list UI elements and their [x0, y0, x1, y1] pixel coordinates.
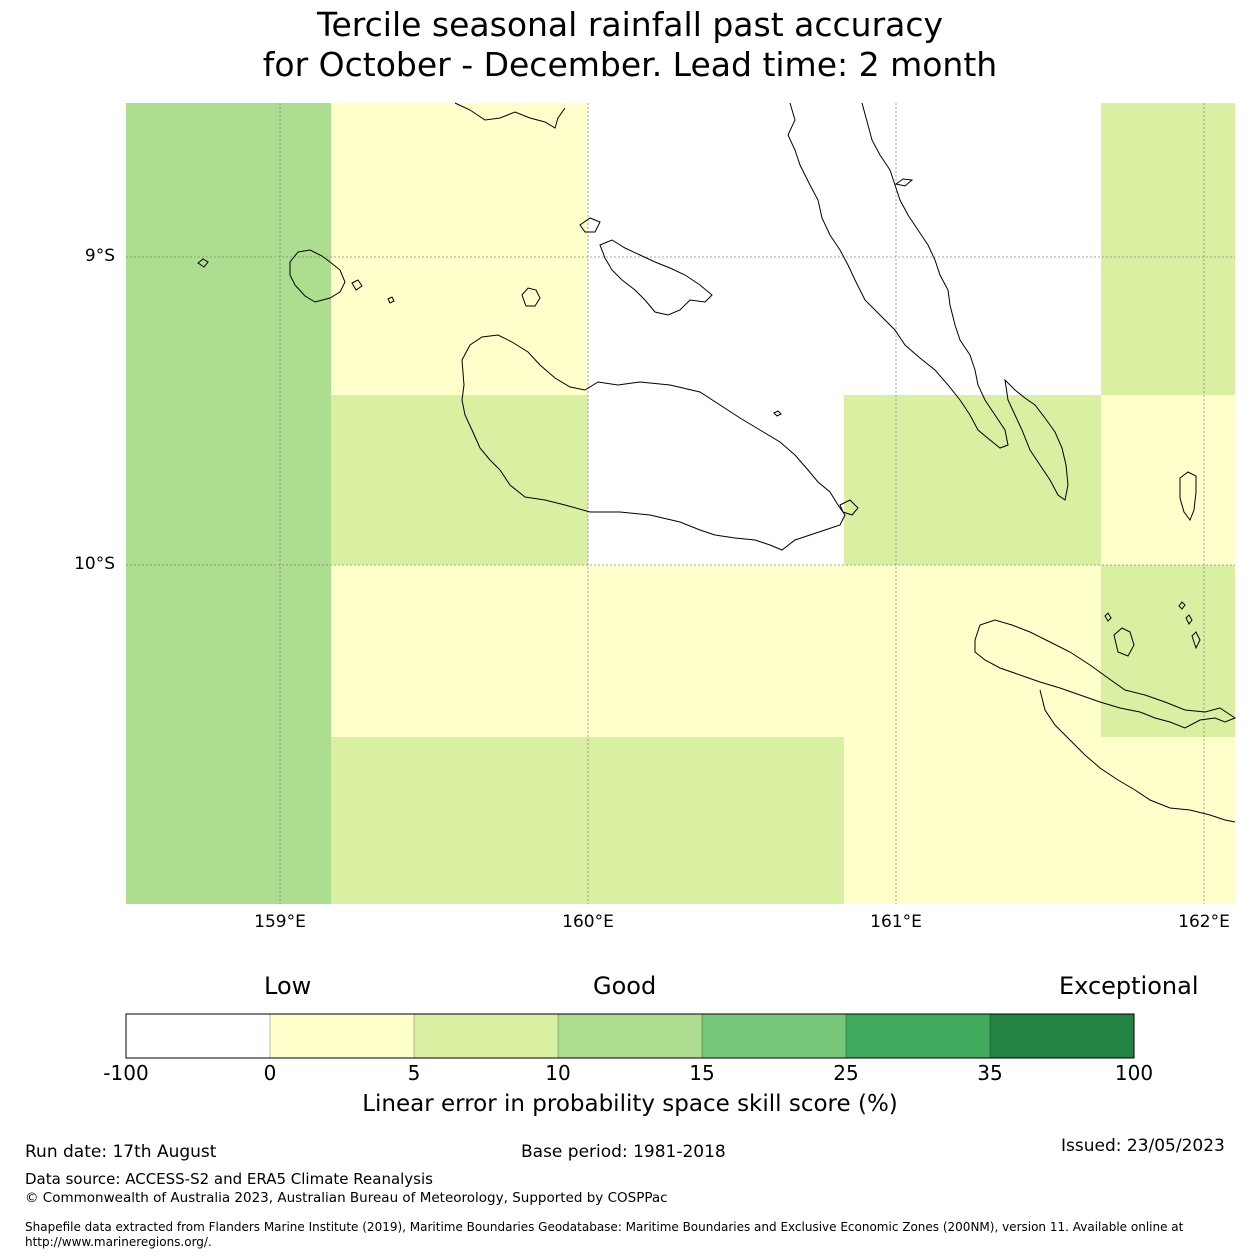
colorbar-label: Linear error in probability space skill … — [362, 1091, 898, 1117]
colorbar-swatch-7 — [990, 1014, 1134, 1058]
grid-cell — [126, 103, 331, 904]
colorbar-tick: 35 — [977, 1061, 1003, 1085]
lon-label-161e: 161°E — [870, 912, 922, 932]
lon-label-162e: 162°E — [1178, 912, 1230, 932]
colorbar-swatch-6 — [846, 1014, 990, 1058]
grid-cell — [1101, 565, 1235, 737]
islet-east-guadalcanal — [839, 499, 859, 516]
makira-coastline — [974, 619, 1237, 729]
guadalcanal-coastline — [461, 334, 846, 551]
colorbar-tick: 10 — [545, 1061, 571, 1085]
colorbar-category-exceptional: Exceptional — [1059, 972, 1199, 1000]
islet-russell-east-1 — [351, 279, 363, 291]
nggela-coastline — [599, 239, 713, 316]
grid-cell — [331, 103, 588, 395]
colorbar-swatch-5 — [702, 1014, 846, 1058]
run-date: Run date: 17th August — [25, 1142, 217, 1162]
copyright: © Commonwealth of Australia 2023, Austra… — [25, 1190, 668, 1206]
islet-malaita-north — [894, 178, 914, 187]
grid-cell — [588, 395, 844, 565]
colorbar-tick: 100 — [1114, 1061, 1154, 1085]
colorbar-swatch-1 — [126, 1014, 270, 1058]
small-malaita-coastline — [1004, 378, 1069, 501]
lon-label-160e: 160°E — [562, 912, 614, 932]
colorbar-swatch-4 — [558, 1014, 702, 1058]
grid-cell — [331, 737, 844, 904]
islet-east-5 — [1185, 614, 1193, 625]
skill-grid — [126, 103, 1235, 904]
colorbar-swatch-2 — [270, 1014, 414, 1058]
colorbar-category-low: Low — [264, 972, 312, 1000]
grid-cell — [331, 565, 1101, 737]
colorbar-swatch-3 — [414, 1014, 558, 1058]
lat-label-10s: 10°S — [74, 554, 115, 574]
russell-islands-coastline — [289, 249, 346, 303]
colorbar-tick: -100 — [103, 1061, 149, 1085]
colorbar-tick: 15 — [689, 1061, 715, 1085]
data-source: Data source: ACCESS-S2 and ERA5 Climate … — [25, 1170, 433, 1188]
grid-cell — [1101, 395, 1235, 565]
grid-cell — [588, 103, 1101, 395]
islet-east-6 — [1191, 631, 1201, 650]
makira-south-coastline — [1039, 689, 1236, 823]
lon-label-159e: 159°E — [254, 912, 306, 932]
map-title-line-2: for October - December. Lead time: 2 mon… — [262, 45, 998, 84]
colorbar-tick: 25 — [833, 1061, 859, 1085]
base-period: Base period: 1981-2018 — [521, 1142, 726, 1162]
colorbar-frame — [125, 1013, 1135, 1059]
islet-east-3 — [1104, 612, 1112, 622]
colorbar-tick: 0 — [263, 1061, 277, 1085]
colorbar-tick: 5 — [407, 1061, 421, 1085]
shapefile-credit: Shapefile data extracted from Flanders M… — [25, 1220, 1184, 1249]
colorbar-category-good: Good — [593, 972, 657, 1000]
islet-west — [197, 258, 209, 268]
grid-cell — [844, 737, 1235, 904]
north-islands-coastline — [454, 102, 566, 129]
issued-date: Issued: 23/05/2023 — [1061, 1136, 1225, 1156]
graticule — [126, 103, 1235, 904]
islet-near-guadalcanal — [773, 410, 782, 417]
small-islet-north — [579, 217, 601, 233]
colorbar — [125, 1013, 1135, 1059]
lat-label-9s: 9°S — [84, 246, 115, 266]
islet-east-2 — [1113, 627, 1135, 657]
grid-cell — [844, 395, 1101, 565]
grid-cell — [331, 395, 588, 565]
coastlines — [197, 102, 1237, 823]
grid-cell — [1101, 103, 1235, 395]
islet-east-1 — [1179, 471, 1197, 522]
savo-coastline — [521, 287, 541, 307]
islet-russell-east-2 — [387, 296, 395, 304]
map-title-line-1: Tercile seasonal rainfall past accuracy — [316, 5, 944, 44]
islet-east-4 — [1178, 601, 1186, 610]
malaita-coastline — [787, 102, 1009, 449]
